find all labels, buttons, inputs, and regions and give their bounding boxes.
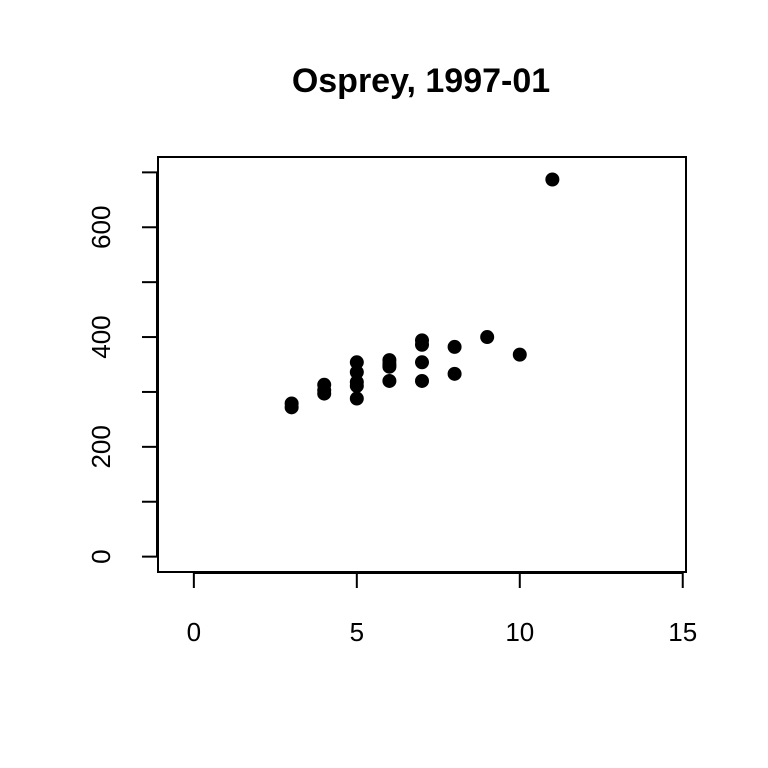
data-point	[545, 172, 560, 187]
x-tick-label: 5	[350, 617, 364, 647]
y-tick-label: 600	[86, 206, 116, 249]
x-tick-label: 0	[187, 617, 201, 647]
data-point	[415, 373, 429, 388]
data-point	[382, 353, 397, 368]
data-point	[415, 355, 429, 370]
data-point	[349, 391, 364, 406]
x-axis: 0 5 10 15	[187, 572, 697, 647]
data-point	[349, 355, 364, 370]
data-point	[447, 339, 462, 354]
chart-title: Osprey, 1997-01	[292, 62, 550, 100]
y-tick-label: 200	[86, 425, 116, 468]
x-tick-label: 10	[505, 617, 534, 647]
data-point	[447, 366, 462, 381]
y-axis: 0 200 400 600	[86, 171, 158, 564]
y-tick-label: 0	[86, 549, 116, 563]
data-point	[317, 377, 332, 392]
data-point	[382, 373, 397, 388]
data-point	[512, 347, 527, 362]
data-point	[284, 396, 299, 411]
data-point	[415, 333, 429, 348]
y-tick-label: 400	[86, 315, 116, 358]
data-point	[480, 330, 495, 345]
x-tick-label: 15	[668, 617, 697, 647]
data-points	[284, 172, 560, 415]
